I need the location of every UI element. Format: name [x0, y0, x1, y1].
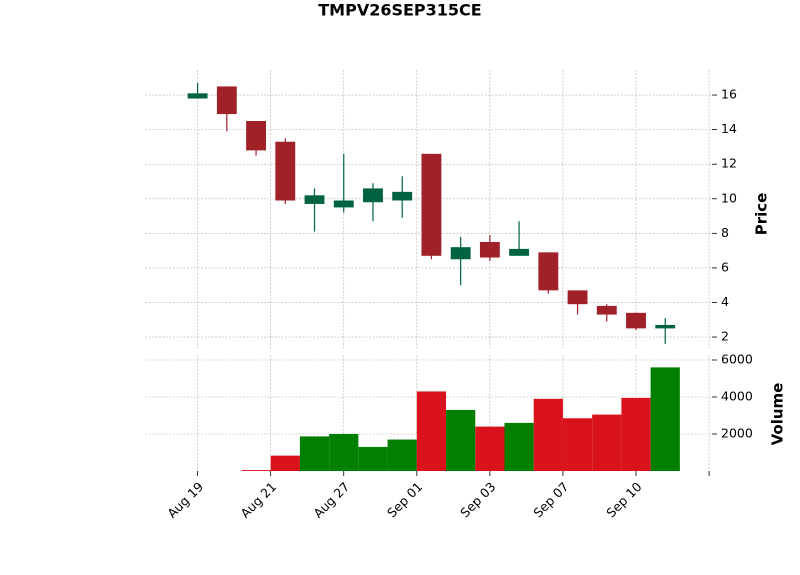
y2-tick-label: 4000 [721, 388, 753, 403]
chart-title: TMPV26SEP315CE [318, 1, 481, 20]
candle-body [392, 191, 413, 201]
volume-bar [270, 455, 300, 471]
volume-bar [562, 418, 593, 471]
candle-body [275, 141, 296, 201]
x-tick-label: Sep 10 [603, 479, 644, 520]
y-axis-label: Price [753, 193, 771, 236]
candle-body [187, 93, 208, 99]
volume-bar [504, 422, 534, 471]
candle-body [421, 153, 442, 256]
y-tick-label: 2 [721, 329, 729, 344]
volume-bar [416, 391, 447, 471]
volume-bar [650, 367, 680, 471]
candle-body [655, 324, 676, 329]
x-tick-label: Aug 19 [164, 479, 206, 521]
y-tick-label: 4 [721, 294, 729, 309]
candle-body [216, 86, 237, 115]
candle-body [304, 195, 325, 204]
x-tick-label: Sep 03 [457, 479, 498, 520]
candle-body [333, 200, 354, 208]
volume-bar [358, 446, 388, 471]
candle-body [538, 252, 559, 291]
volume-bar [621, 397, 651, 471]
volume-bar [241, 470, 271, 471]
candle-body [596, 305, 617, 315]
x-tick-label: Sep 07 [530, 479, 571, 520]
volume-bar [299, 436, 330, 471]
candle-body [450, 247, 471, 260]
y2-tick-label: 6000 [721, 351, 753, 366]
x-tick-label: Aug 27 [310, 479, 352, 521]
candle-body [626, 312, 646, 329]
candle-body [567, 290, 588, 305]
y-tick-label: 16 [721, 87, 737, 102]
y-tick-label: 14 [721, 121, 737, 136]
candle-body [479, 241, 500, 258]
x-tick-label: Sep 01 [384, 479, 425, 520]
y-tick-label: 10 [721, 190, 737, 205]
volume-bar [387, 439, 417, 471]
y-tick-label: 12 [721, 156, 737, 171]
volume-bar [592, 414, 622, 471]
volume-bar [446, 409, 476, 471]
y-tick-label: 6 [721, 259, 729, 274]
y2-axis-label: Volume [769, 383, 787, 446]
volume-bar [475, 426, 505, 471]
candle-body [509, 248, 530, 256]
x-tick-label: Aug 21 [237, 479, 279, 521]
volume-bar [329, 433, 359, 471]
candle-body [246, 120, 266, 151]
candle-body [363, 188, 383, 203]
y2-tick-label: 2000 [721, 425, 753, 440]
volume-bar [533, 398, 563, 471]
y-tick-label: 8 [721, 225, 729, 240]
